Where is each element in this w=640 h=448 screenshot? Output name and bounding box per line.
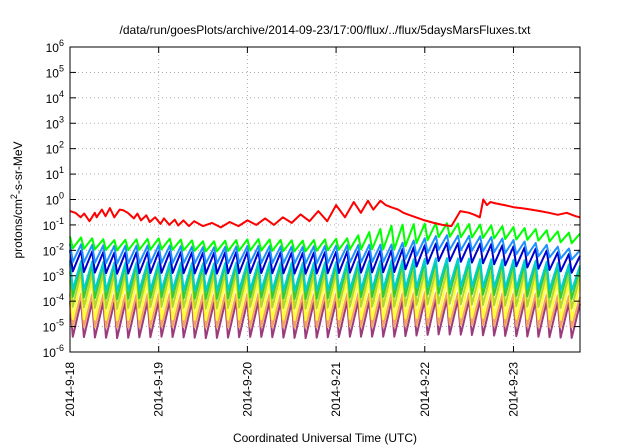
y-axis: 10-6 10-5 10-4 10-3 10-2 10-1 100 101 102 103 104 1… [43,38,580,360]
x-axis: 2014-9-18 2014-9-19 2014-9-20 2014-9-21 2014… [63,47,520,417]
series-line [69,198,581,229]
y-tick-label: 10-3 [43,267,64,284]
y-tick-label: 103 [46,114,64,131]
series-line [69,234,581,265]
y-tick-label: 10-1 [43,216,64,233]
y-axis-label: protons/cm2-s-sr-MeV [9,141,25,258]
x-tick-label: 2014-9-23 [506,362,520,417]
x-tick-label: 2014-9-19 [152,362,166,417]
series-line [69,257,581,292]
y-tick-label: 10-4 [43,292,64,309]
y-tick-label: 106 [46,38,64,55]
x-axis-label: Coordinated Universal Time (UTC) [233,431,417,445]
y-tick-label: 10-6 [43,343,64,360]
x-tick-label: 2014-9-22 [418,362,432,417]
y-tick-label: 10-2 [43,241,64,258]
x-tick-label: 2014-9-20 [240,362,254,417]
y-tick-label: 10-5 [43,318,64,335]
y-tick-label: 104 [46,89,64,106]
y-tick-label: 105 [46,63,64,80]
series-layer [69,198,581,340]
y-tick-label: 101 [46,165,64,182]
y-tick-label: 102 [46,140,64,157]
series-line [69,241,581,275]
x-tick-label: 2014-9-21 [329,362,343,417]
chart-title: /data/run/goesPlots/archive/2014-09-23/1… [120,23,532,37]
series-line [69,222,581,253]
y-tick-label: 100 [46,191,64,208]
x-tick-label: 2014-9-18 [63,362,77,417]
